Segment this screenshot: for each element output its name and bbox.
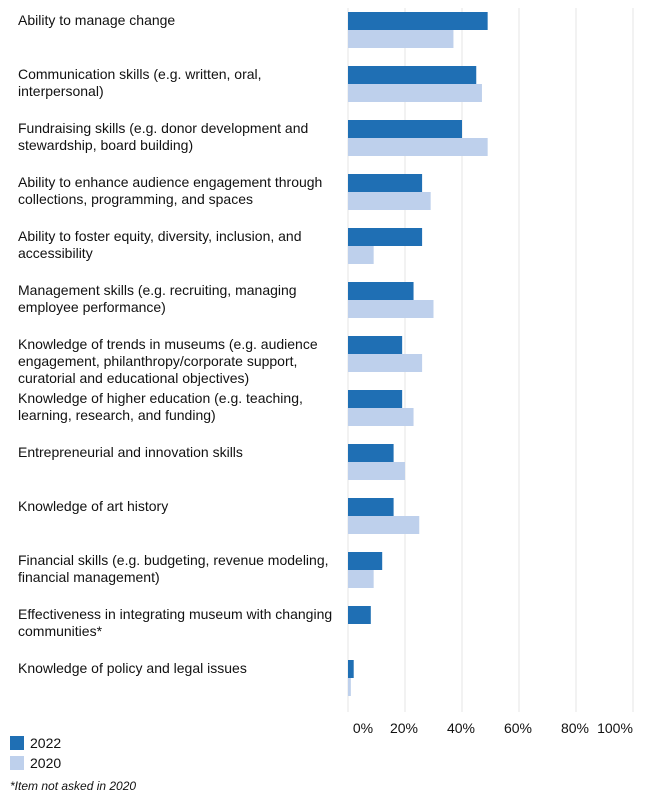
x-tick-label: 40% <box>446 720 476 736</box>
bar-2022-5 <box>348 282 414 300</box>
x-tick-label: 60% <box>503 720 533 736</box>
category-label: Entrepreneurial and innovation skills <box>18 444 243 460</box>
x-tick-label: 0% <box>352 720 374 736</box>
bar-2020-12 <box>348 678 351 696</box>
legend-label-2022: 2022 <box>30 735 62 751</box>
footnote: *Item not asked in 2020 <box>10 779 137 793</box>
bar-2022-4 <box>348 228 423 246</box>
bar-2020-0 <box>348 30 454 48</box>
x-tick-label: 100% <box>597 720 633 736</box>
bar-2022-2 <box>348 120 462 138</box>
bar-2022-6 <box>348 336 403 354</box>
bar-2022-12 <box>348 660 354 678</box>
bar-2020-5 <box>348 300 434 318</box>
category-label: Fundraising skills (e.g. donor developme… <box>18 120 309 153</box>
bar-2020-2 <box>348 138 488 156</box>
category-label: Ability to manage change <box>18 12 176 28</box>
bar-2022-3 <box>348 174 423 192</box>
category-label: Ability to enhance audience engagement t… <box>18 174 323 207</box>
category-label: Management skills (e.g. recruiting, mana… <box>18 282 297 315</box>
x-tick-label: 20% <box>389 720 419 736</box>
legend-item-2020: 2020 <box>10 755 61 771</box>
bar-2022-10 <box>348 552 383 570</box>
category-label: Effectiveness in integrating museum with… <box>18 606 333 639</box>
category-label: Knowledge of higher education (e.g. teac… <box>18 390 303 423</box>
legend-item-2022: 2022 <box>10 735 61 751</box>
bar-2020-7 <box>348 408 414 426</box>
bar-2020-8 <box>348 462 405 480</box>
bar-2022-7 <box>348 390 403 408</box>
bar-2020-4 <box>348 246 374 264</box>
bar-2022-11 <box>348 606 371 624</box>
category-label: Knowledge of art history <box>18 498 169 514</box>
category-label: Knowledge of policy and legal issues <box>18 660 247 676</box>
category-label: Ability to foster equity, diversity, inc… <box>18 228 302 261</box>
category-label: Knowledge of trends in museums (e.g. aud… <box>18 336 318 386</box>
legend-swatch-2020 <box>10 756 24 770</box>
bar-2020-6 <box>348 354 423 372</box>
bar-2020-1 <box>348 84 482 102</box>
bar-2022-8 <box>348 444 394 462</box>
category-label: Financial skills (e.g. budgeting, revenu… <box>18 552 329 585</box>
bar-2022-0 <box>348 12 488 30</box>
bar-2020-9 <box>348 516 420 534</box>
legend-label-2020: 2020 <box>30 755 62 771</box>
x-tick-label: 80% <box>560 720 590 736</box>
legend-swatch-2022 <box>10 736 24 750</box>
bar-2022-9 <box>348 498 394 516</box>
category-label: Communication skills (e.g. written, oral… <box>18 66 262 99</box>
bar-2020-3 <box>348 192 431 210</box>
bar-2020-10 <box>348 570 374 588</box>
bar-2022-1 <box>348 66 477 84</box>
